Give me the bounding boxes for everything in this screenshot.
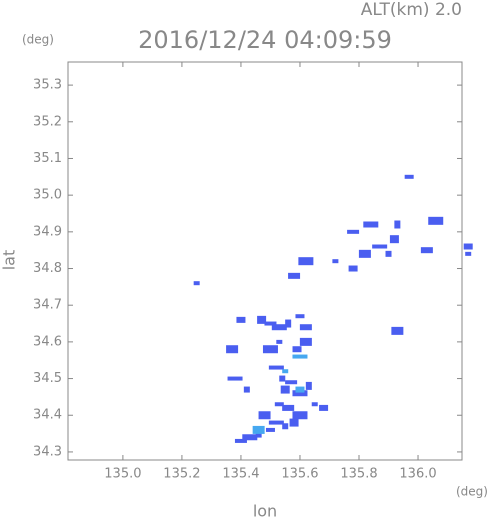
- radar-echo: [295, 386, 305, 393]
- radar-echo: [285, 380, 298, 385]
- radar-echo: [193, 281, 200, 286]
- radar-echo: [262, 345, 278, 354]
- radar-echo: [236, 316, 246, 323]
- radar-echo: [268, 420, 284, 425]
- radar-echo: [289, 418, 299, 427]
- radar-echo: [298, 257, 314, 266]
- radar-echo: [347, 229, 360, 234]
- radar-echo: [385, 250, 392, 257]
- radar-echo: [292, 346, 302, 353]
- radar-echo: [279, 375, 286, 382]
- y-tick-label: 34.7: [33, 298, 62, 313]
- radar-echo: [282, 423, 289, 430]
- radar-echo: [226, 345, 239, 354]
- altitude: ALT(km) 2.0: [361, 0, 462, 20]
- radar-echo: [243, 386, 250, 393]
- y-tick-label: 34.4: [33, 408, 62, 423]
- radar-echo: [404, 174, 414, 179]
- radar-echo: [358, 249, 371, 258]
- radar-echo: [288, 272, 301, 279]
- radar-echo: [292, 390, 308, 397]
- plot-frame: [67, 61, 463, 461]
- radar-echo: [285, 319, 292, 328]
- x-axis-label: lon: [253, 502, 277, 521]
- radar-echo: [319, 404, 329, 411]
- radar-echo: [280, 385, 290, 394]
- radar-echo: [428, 216, 444, 225]
- radar-echo: [292, 411, 308, 420]
- radar-echo: [227, 376, 243, 381]
- radar-echo: [394, 220, 401, 229]
- y-tick-label: 34.9: [33, 224, 62, 239]
- radar-echo: [299, 337, 312, 346]
- radar-echo: [311, 402, 318, 407]
- radar-echo: [274, 402, 284, 407]
- radar-echo: [282, 404, 295, 411]
- radar-echo: [295, 314, 305, 319]
- y-tick-label: 34.8: [33, 261, 62, 276]
- radar-echo: [292, 354, 308, 359]
- chart-title: 2016/12/24 04:09:59: [138, 26, 392, 54]
- radar-echo: [372, 244, 388, 249]
- x-tick-label: 136.0: [399, 467, 436, 482]
- y-tick-label: 34.5: [33, 371, 62, 386]
- x-tick-label: 135.2: [163, 467, 200, 482]
- x-tick-label: 135.6: [281, 467, 318, 482]
- y-tick-label: 34.6: [33, 334, 62, 349]
- x-tick-label: 135.0: [104, 467, 141, 482]
- radar-echo: [276, 339, 283, 344]
- y-tick-label: 34.3: [33, 444, 62, 459]
- radar-echo: [252, 425, 265, 434]
- x-tick-label: 135.4: [222, 467, 259, 482]
- radar-echo: [391, 326, 404, 335]
- y-tick-label: 35.1: [33, 151, 62, 166]
- x-unit: (deg): [456, 485, 488, 499]
- radar-echo: [465, 251, 472, 256]
- radar-echo: [282, 369, 289, 374]
- radar-echo: [420, 247, 433, 254]
- radar-echo: [242, 434, 258, 441]
- radar-echo: [265, 427, 275, 432]
- y-tick-label: 35.2: [33, 114, 62, 129]
- y-tick-label: 35.0: [33, 188, 62, 203]
- radar-echo: [363, 221, 379, 228]
- y-tick-label: 35.3: [33, 78, 62, 93]
- radar-echo: [463, 243, 473, 250]
- radar-echo: [299, 324, 312, 331]
- radar-echo: [271, 324, 287, 331]
- radar-echo: [305, 381, 312, 390]
- radar-echo: [268, 365, 284, 370]
- y-axis-label: lat: [0, 250, 19, 271]
- y-unit: (deg): [22, 33, 54, 47]
- radar-echo: [348, 265, 358, 272]
- radar-echo: [332, 259, 339, 264]
- radar-echo: [258, 411, 271, 420]
- radar-echo: [257, 315, 267, 324]
- radar-echo: [234, 438, 247, 443]
- x-tick-label: 135.8: [340, 467, 377, 482]
- radar-echo: [389, 235, 399, 244]
- radar-echo: [264, 321, 277, 326]
